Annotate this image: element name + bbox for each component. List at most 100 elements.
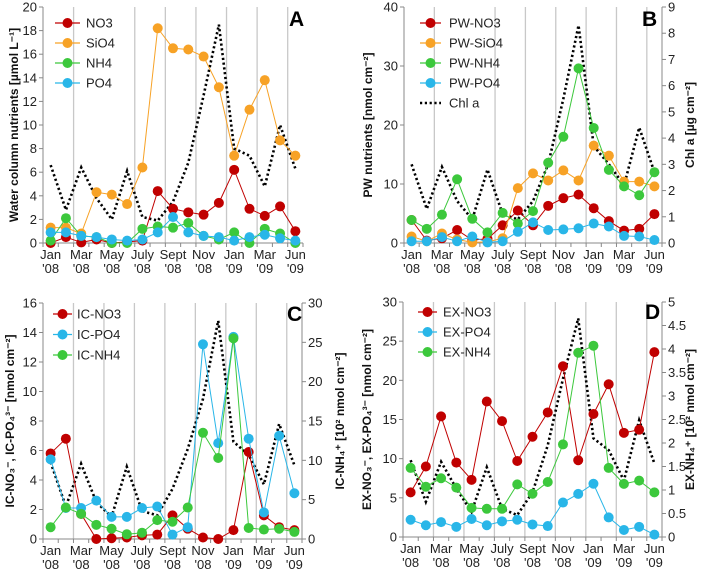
data-point-po4 — [229, 235, 240, 246]
data-point-ex-no3 — [466, 474, 477, 485]
data-point-ex-no3 — [527, 431, 538, 442]
data-point-po4 — [122, 235, 133, 246]
x-tick-label: Nov '08 — [551, 541, 575, 570]
data-point-pw-no3 — [512, 205, 523, 216]
y-tick-label-right: 2 — [668, 183, 675, 198]
data-point-no3 — [168, 203, 178, 214]
data-point-pw-nh4 — [528, 206, 538, 217]
data-point-ex-nh4 — [451, 482, 462, 493]
series-po4 — [45, 212, 301, 246]
x-tick-label: Mar '09 — [613, 247, 636, 276]
data-point-no3 — [229, 164, 240, 175]
data-point-ex-no3 — [512, 456, 523, 467]
data-point-pw-nh4 — [619, 181, 630, 192]
x-tick-label: Jan '08 — [40, 247, 61, 276]
data-point-ex-no3 — [542, 407, 553, 418]
x-tick-label: Mar '09 — [613, 541, 636, 570]
data-point-pw-nh4 — [482, 227, 493, 238]
series-ex-nh4 — [405, 340, 660, 514]
series-line-chl a — [410, 25, 656, 223]
legend-label: EX-PO4 — [443, 325, 491, 340]
data-point-ex-nh4 — [542, 477, 553, 488]
y-tick-label: 10 — [23, 118, 37, 133]
data-point-pw-po4 — [512, 226, 523, 237]
data-point-pw-po4 — [467, 231, 478, 242]
data-point-ic-nh4 — [228, 333, 239, 344]
x-tick-label: Jan '08 — [400, 541, 421, 570]
data-point-pw-po4 — [421, 236, 432, 247]
data-point-po4 — [290, 235, 301, 246]
x-tick-label: July '08 — [131, 247, 155, 276]
data-point-ex-nh4 — [497, 503, 508, 514]
y-tick-label: 14 — [23, 70, 37, 85]
x-tick-label: Jan '08 — [401, 247, 422, 276]
panel-label: B — [642, 8, 657, 31]
y-tick-label: 20 — [23, 0, 37, 15]
data-point-pw-nh4 — [634, 190, 645, 201]
data-point-pw-nh4 — [603, 164, 614, 175]
series-pw-nh4 — [406, 63, 660, 238]
data-point-pw-no3 — [497, 220, 508, 231]
data-point-pw-sio4 — [512, 183, 523, 194]
legend-marker — [422, 347, 433, 357]
data-point-ex-nh4 — [603, 462, 614, 473]
x-tick-label: May '08 — [459, 541, 484, 570]
data-point-ex-po4 — [436, 517, 447, 528]
y-tick-label: 4 — [30, 188, 37, 203]
data-point-ex-nh4 — [527, 488, 538, 499]
y-tick-label: 20 — [383, 373, 397, 388]
data-point-nh4 — [137, 223, 148, 234]
y-tick-label: 10 — [23, 384, 37, 399]
legend-label: PW-PO4 — [449, 76, 500, 91]
x-tick-label: Mar '09 — [253, 543, 276, 572]
data-point-pw-sio4 — [573, 175, 584, 186]
data-point-po4 — [76, 230, 87, 241]
data-point-ex-no3 — [618, 427, 629, 438]
y-axis-title: EX-NO₃⁻, EX-PO₄³⁻ [nmol cm⁻²] — [360, 329, 374, 510]
data-point-ic-po4 — [152, 501, 163, 512]
y-axis-title: Water column nutrients [µmol L⁻¹] — [7, 28, 21, 222]
data-point-sio4 — [183, 44, 194, 55]
data-point-po4 — [244, 232, 255, 243]
data-point-pw-po4 — [634, 231, 645, 242]
y-tick-label-right: 5 — [668, 104, 675, 119]
y-tick-label-right: 25 — [308, 335, 322, 350]
data-point-sio4 — [168, 43, 178, 54]
data-point-pw-no3 — [573, 189, 584, 200]
x-tick-label: Mar '08 — [70, 247, 93, 276]
legend-item: NH4 — [55, 56, 112, 71]
data-point-sio4 — [198, 51, 209, 62]
panel-c: 0 2 4 6 8 10 12 14 16 0 5 10 15 20 25 30 Jan '08 Mar '08 May… — [3, 296, 347, 573]
data-point-ex-po4 — [618, 524, 629, 535]
data-point-pw-po4 — [406, 236, 417, 247]
data-point-sio4 — [106, 189, 117, 200]
legend-label: PW-NO3 — [449, 16, 501, 31]
data-point-pw-sio4 — [649, 181, 660, 192]
x-tick-label: Jan '08 — [40, 543, 61, 572]
y-tick-label-right: 1 — [668, 483, 675, 498]
data-point-ic-nh4 — [243, 522, 254, 533]
data-point-pw-sio4 — [543, 175, 554, 186]
y-axis-title-right: EX-NH₄⁺ [10² nmol cm⁻²] — [683, 349, 697, 490]
data-point-ic-nh4 — [197, 427, 208, 438]
y-tick-label-right: 0.5 — [668, 506, 686, 521]
data-point-pw-po4 — [649, 235, 660, 246]
y-tick-label-right: 4 — [668, 342, 675, 357]
data-point-pw-nh4 — [436, 209, 447, 220]
y-tick-label-right: 3.5 — [668, 365, 686, 380]
data-point-pw-no3 — [543, 200, 554, 211]
data-point-pw-nh4 — [467, 213, 478, 224]
data-point-ic-po4 — [182, 522, 193, 533]
data-point-ic-nh4 — [106, 523, 117, 534]
y-tick-label: 30 — [383, 295, 397, 310]
data-point-ex-po4 — [512, 514, 523, 525]
y-tick-label-right: 0 — [308, 532, 315, 547]
data-point-ex-no3 — [420, 461, 431, 472]
data-point-pw-po4 — [573, 223, 584, 234]
x-tick-label: Jan '09 — [583, 247, 604, 276]
data-point-sio4 — [122, 199, 133, 210]
series-pw-po4 — [406, 217, 660, 248]
series-ex-po4 — [405, 478, 660, 540]
panel-label: C — [287, 303, 302, 326]
data-point-pw-po4 — [619, 230, 630, 241]
